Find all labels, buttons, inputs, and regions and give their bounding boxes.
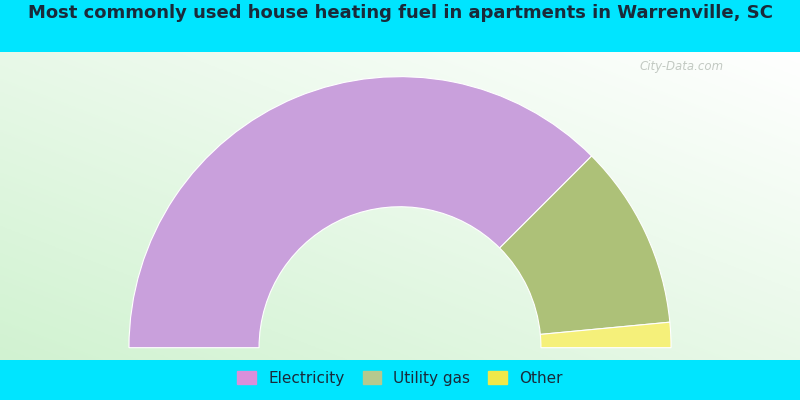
Wedge shape: [540, 322, 671, 348]
Legend: Electricity, Utility gas, Other: Electricity, Utility gas, Other: [233, 366, 567, 390]
Wedge shape: [129, 77, 592, 348]
Wedge shape: [500, 156, 670, 334]
Text: City-Data.com: City-Data.com: [640, 60, 724, 73]
Text: Most commonly used house heating fuel in apartments in Warrenville, SC: Most commonly used house heating fuel in…: [27, 4, 773, 22]
